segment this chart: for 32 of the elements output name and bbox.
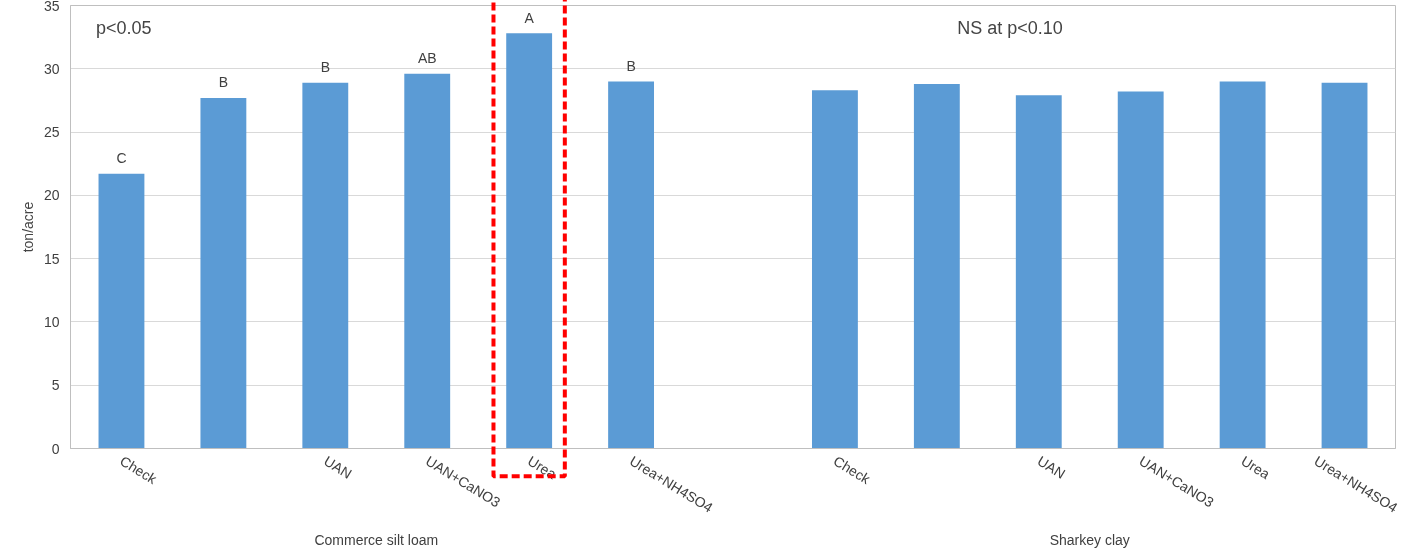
bar: [913, 83, 960, 449]
data-label: B: [218, 74, 229, 91]
bar: [811, 90, 858, 449]
bar: [1117, 91, 1164, 449]
bar: [1321, 82, 1368, 449]
data-label: A: [524, 9, 535, 26]
data-label: B: [320, 59, 330, 76]
y-tick-label: 35: [43, 0, 60, 14]
y-tick-label: 5: [51, 377, 60, 394]
y-tick-label: 10: [43, 313, 60, 330]
bar: [98, 173, 145, 449]
annotation: p<0.05: [95, 18, 152, 39]
y-tick-label: 20: [43, 187, 60, 204]
x-tick-label: UAN: [321, 452, 355, 482]
bar: [1015, 95, 1062, 449]
y-tick-label: 25: [43, 124, 60, 141]
data-label: C: [116, 150, 127, 167]
y-tick-label: 15: [43, 250, 60, 267]
y-tick-label: 30: [43, 60, 60, 77]
data-label: B: [626, 57, 636, 74]
y-axis-title: ton/acre: [19, 201, 36, 253]
y-tick-label: 0: [51, 440, 60, 457]
bar: [302, 82, 349, 449]
bar: [200, 97, 247, 449]
bar: [608, 81, 655, 449]
x-tick-label: UAN: [1034, 452, 1069, 482]
bar: [404, 73, 451, 449]
bar: [1219, 81, 1266, 449]
data-label: AB: [417, 50, 437, 67]
annotation: NS at p<0.10: [957, 18, 1063, 39]
text: Sharkey clay: [1049, 531, 1130, 548]
text: Commerce silt loam: [314, 531, 439, 548]
